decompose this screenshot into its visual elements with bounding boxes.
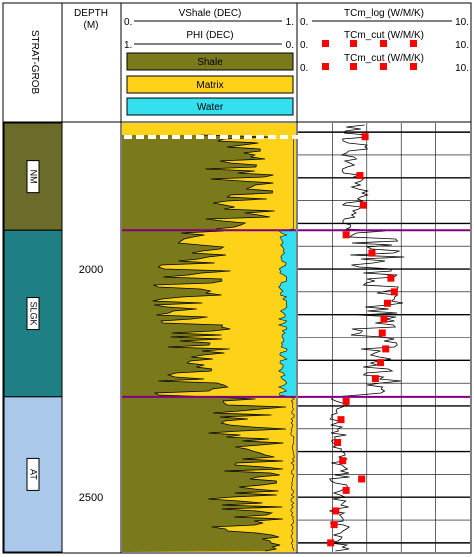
legend-water-label: Water <box>197 102 224 113</box>
tcm-cut-marker-icon <box>350 40 357 47</box>
tcm-cut-point <box>337 416 345 424</box>
tcm-cut-marker-icon <box>322 40 329 47</box>
tcm-cut-point <box>377 359 385 367</box>
strat-label-box <box>26 457 40 491</box>
tcm-cut-marker-icon <box>380 63 387 70</box>
tcm-log-header: TCm_log (W/M/K) 0. 10. <box>300 8 469 28</box>
vshale-right-value: 1. <box>286 17 294 28</box>
top-marker-strip <box>268 135 276 139</box>
top-marker-strip <box>172 135 180 139</box>
tcm-log-right: 10. <box>455 17 469 28</box>
phi-right-value: 0. <box>286 40 294 51</box>
tcm-cut-point <box>387 274 395 282</box>
tcm-cut-marker-icon <box>410 63 417 70</box>
strat-label-box <box>26 160 40 194</box>
legend-water: Water <box>126 97 294 116</box>
phi-curve <box>277 135 295 552</box>
tcm-cut-point <box>332 507 340 515</box>
strat-track: NM SLGK AT <box>3 122 63 553</box>
tcm-cut-point <box>368 249 376 257</box>
top-marker-strip <box>148 135 156 139</box>
depth-track: 2000 2500 <box>79 264 103 504</box>
water-fill <box>278 230 296 397</box>
tcm-cut-point <box>383 299 391 307</box>
conductivity-track <box>298 123 470 552</box>
shale-fill <box>122 135 286 552</box>
tcm-cut-point <box>342 486 350 494</box>
tcm-cut-marker-icon <box>380 40 387 47</box>
lithology-track <box>122 123 300 552</box>
tcm-cut-left-1: 0. <box>300 40 308 51</box>
tcm-cut-name-2: TCm_cut (W/M/K) <box>344 53 424 64</box>
tcm-cut-point <box>339 457 347 465</box>
tcm-cut-point <box>390 288 398 296</box>
legend-matrix-swatch <box>126 75 294 94</box>
vshale-left-value: 0. <box>124 17 132 28</box>
vshale-curve <box>152 134 287 552</box>
tcm-cut-marker-icon <box>350 63 357 70</box>
top-marker-strip <box>208 135 216 139</box>
top-marker-strip <box>220 135 228 139</box>
tcm-cut-point <box>371 375 379 383</box>
top-marker-strip <box>196 135 204 139</box>
legend-shale: Shale <box>126 52 294 71</box>
tcm-log-curve <box>328 124 405 552</box>
phi-curve-name: PHI (DEC) <box>186 30 233 41</box>
depth-tick-label: 2500 <box>79 492 103 504</box>
legend-matrix-label: Matrix <box>196 80 223 91</box>
legend-matrix: Matrix <box>126 75 294 94</box>
phi-curve-header: PHI (DEC) 1. 0. <box>124 30 294 51</box>
strat-header: STRAT-GROB <box>29 30 40 95</box>
strat-label-box <box>26 297 40 331</box>
tcm-cut-point <box>330 521 338 529</box>
depth-unit: (M) <box>84 20 99 31</box>
vshale-curve-header: VShale (DEC) 0. 1. <box>124 8 294 28</box>
tcm-cut-point <box>334 438 342 446</box>
tcm-cut-name-1: TCm_cut (W/M/K) <box>344 30 424 41</box>
vshale-curve-name: VShale (DEC) <box>179 8 242 19</box>
tcm-cut-point <box>361 133 369 141</box>
top-marker-strip <box>244 135 252 139</box>
legend-shale-swatch <box>126 52 294 71</box>
legend-water-swatch <box>126 97 294 116</box>
top-marker-strip <box>232 135 240 139</box>
tcm-cut-point <box>359 201 367 209</box>
tcm-cut-point <box>358 475 366 483</box>
tcm-cut-marker-icon <box>322 63 329 70</box>
tcm-cut-left-2: 0. <box>300 63 308 74</box>
strat-zone-label: SLGK <box>29 302 39 326</box>
tcm-cut-point <box>380 315 388 323</box>
tcm-cut-point <box>342 397 350 405</box>
depth-tick-label: 2000 <box>79 264 103 276</box>
tcm-cut-point <box>378 329 386 337</box>
tcm-cut-header-1: TCm_cut (W/M/K) 0. 10. <box>300 30 469 51</box>
tcm-cut-right-1: 10. <box>455 40 469 51</box>
strat-zone <box>3 396 63 553</box>
top-marker-strip <box>256 135 264 139</box>
top-marker-strip <box>292 135 300 139</box>
tcm-cut-point <box>382 345 390 353</box>
tcm-cut-point <box>356 171 364 179</box>
top-marker-strip <box>184 135 192 139</box>
top-marker-strip <box>280 135 288 139</box>
top-marker-strip <box>136 135 144 139</box>
strat-zone-label: AT <box>29 469 39 480</box>
tcm-cut-right-2: 10. <box>455 63 469 74</box>
strat-zone-label: NM <box>29 170 39 184</box>
top-marker-strip <box>160 135 168 139</box>
tcm-log-left: 0. <box>300 17 308 28</box>
top-marker-strip <box>124 135 132 139</box>
tcm-cut-marker-icon <box>410 40 417 47</box>
tcm-cut-point <box>342 231 350 239</box>
tcm-cut-header-2: TCm_cut (W/M/K) 0. 10. <box>300 53 469 74</box>
depth-header: DEPTH <box>74 8 108 19</box>
phi-left-value: 1. <box>124 40 132 51</box>
tcm-log-name: TCm_log (W/M/K) <box>344 8 424 19</box>
legend-shale-label: Shale <box>197 57 223 68</box>
tcm-cut-point <box>327 539 335 547</box>
